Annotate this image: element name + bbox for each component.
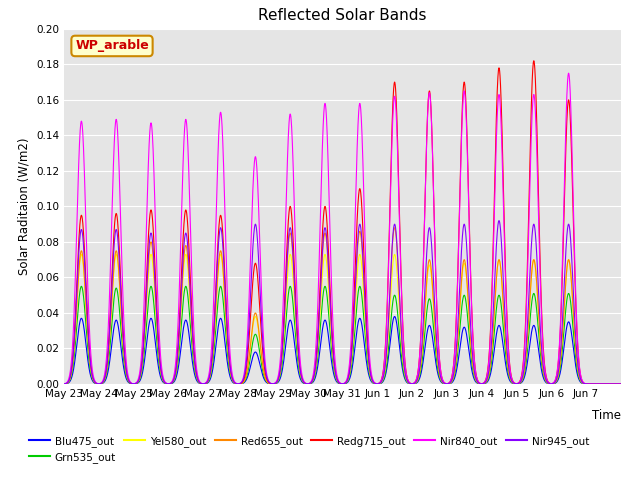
Grn535_out [617,381,625,387]
Blu475_out [617,381,625,387]
Blu475_out [390,313,398,319]
Nir945_out [174,347,182,353]
Nir840_out [60,381,68,387]
Blu475_out [499,337,506,343]
Red655_out [617,381,625,387]
Blu475_out [174,367,182,372]
Grn535_out [77,284,85,289]
Redg715_out [174,342,182,348]
Text: WP_arable: WP_arable [75,39,149,52]
Line: Blu475_out: Blu475_out [64,316,621,384]
Nir945_out [611,381,618,387]
Title: Reflected Solar Bands: Reflected Solar Bands [258,9,427,24]
Red655_out [532,269,540,275]
Red655_out [174,350,182,356]
Line: Grn535_out: Grn535_out [64,287,621,384]
Redg715_out [414,371,422,377]
Red655_out [499,288,506,294]
Grn535_out [60,381,68,387]
Nir840_out [564,71,572,76]
Yel580_out [617,381,625,387]
Nir945_out [414,376,422,382]
Red655_out [414,376,422,382]
Grn535_out [532,300,540,305]
Text: Time: Time [592,409,621,422]
Yel580_out [174,350,182,356]
Yel580_out [532,269,540,275]
Yel580_out [60,381,68,387]
Yel580_out [77,252,85,257]
Yel580_out [463,280,471,286]
Redg715_out [611,381,618,387]
Nir840_out [174,321,182,327]
Yel580_out [414,376,422,382]
Red655_out [611,381,618,387]
Grn535_out [414,378,422,384]
Blu475_out [60,381,68,387]
Blu475_out [463,334,471,339]
Nir945_out [495,218,503,224]
Nir945_out [532,237,540,243]
Redg715_out [60,381,68,387]
Nir945_out [617,381,625,387]
Nir840_out [532,116,540,121]
Line: Nir945_out: Nir945_out [64,221,621,384]
Yel580_out [611,381,618,387]
Red655_out [60,381,68,387]
Redg715_out [499,138,506,144]
Grn535_out [611,381,618,387]
Nir840_out [463,132,470,137]
Nir840_out [611,381,618,387]
Legend: Blu475_out, Grn535_out, Yel580_out, Red655_out, Redg715_out, Nir840_out, Nir945_: Blu475_out, Grn535_out, Yel580_out, Red6… [25,432,593,467]
Line: Redg715_out: Redg715_out [64,61,621,384]
Line: Red655_out: Red655_out [64,228,621,384]
Blu475_out [532,328,540,334]
Yel580_out [499,288,506,294]
Redg715_out [530,58,538,64]
Red655_out [390,225,398,230]
Blu475_out [611,381,618,387]
Nir840_out [414,371,422,377]
Y-axis label: Solar Raditaion (W/m2): Solar Raditaion (W/m2) [17,138,31,275]
Blu475_out [414,379,422,384]
Redg715_out [532,90,540,96]
Redg715_out [617,381,625,387]
Grn535_out [499,315,506,321]
Nir945_out [60,381,68,387]
Line: Nir840_out: Nir840_out [64,73,621,384]
Grn535_out [463,307,471,313]
Nir945_out [499,259,506,264]
Redg715_out [463,124,470,130]
Line: Yel580_out: Yel580_out [64,254,621,384]
Nir840_out [617,381,625,387]
Grn535_out [174,358,182,363]
Nir945_out [463,245,470,251]
Red655_out [463,277,471,283]
Nir840_out [499,158,506,164]
